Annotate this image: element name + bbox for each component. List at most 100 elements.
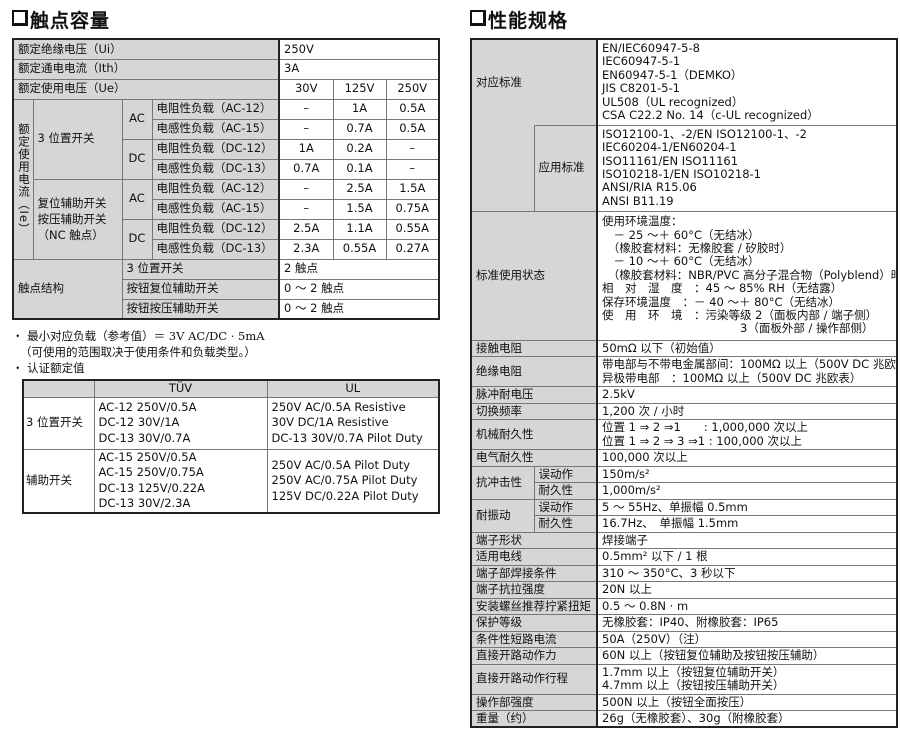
cert-header bbox=[22, 379, 95, 398]
ui-label: 额定绝缘电压（Ui） bbox=[12, 38, 280, 60]
cell-line: 位置 1 ⇒ 2 ⇒ 3 ⇒1 : 100,000 次以上 bbox=[602, 433, 803, 448]
env-value: 使用环境温度： － 25 ～＋ 60°C（无结冰） （橡胶套材料：无橡胶套 / … bbox=[596, 210, 898, 341]
standards-label-spacer bbox=[470, 125, 535, 212]
spec-label: 接触电阻 bbox=[470, 339, 598, 357]
switch-type: 3 位置开关 bbox=[32, 98, 123, 180]
standards-label: 对应标准 bbox=[470, 38, 598, 125]
current-value: 2.5A bbox=[332, 178, 387, 200]
current-value: 0.5A bbox=[385, 118, 440, 140]
load-type: 电感性负载（DC-13） bbox=[151, 158, 280, 180]
ul-rating: 250V AC/0.5A Resistive 30V DC/1A Resistiv… bbox=[266, 396, 440, 450]
table-row: 标准使用状态 使用环境温度： － 25 ～＋ 60°C（无结冰） （橡胶套材料：无… bbox=[470, 210, 898, 341]
cell-line: 50mΩ 以下（初始值） bbox=[602, 340, 721, 355]
spec-value: 16.7Hz、 单振幅 1.5mm bbox=[596, 515, 898, 533]
current-value: 2.5A bbox=[278, 218, 334, 240]
spec-label: 电气耐久性 bbox=[470, 449, 598, 467]
load-type: 电阻性负载（DC-12） bbox=[151, 218, 280, 240]
spec-value: 带电部与不带电金属部间：100MΩ 以上（500V DC 兆欧表） 异极带电部 ：… bbox=[596, 356, 898, 387]
table-row: 按钮按压辅助开关 0 ～ 2 触点 bbox=[13, 298, 440, 320]
standards-value: EN/IEC60947-5-8 IEC60947-5-1 EN60947-5-1（D… bbox=[596, 38, 898, 126]
table-row: 辅助开关 AC-15 250V/0.5A AC-15 250V/0.75A DC-13… bbox=[22, 448, 440, 514]
contact-capacity-table: 额定绝缘电压（Ui） 250V 额定通电电流（Ith） 3A 额定使用电压（Ue） 3… bbox=[12, 38, 441, 320]
cell-line: 焊接端子 bbox=[602, 532, 648, 547]
structure-value: 0 ～ 2 触点 bbox=[277, 278, 440, 300]
table-row: 电感性负载（AC-15） –0.7A 0.5A bbox=[13, 118, 440, 140]
cert-switch-type: 3 位置开关 bbox=[22, 396, 95, 450]
current-type-dc: DC bbox=[121, 218, 153, 260]
cell-line: 使用环境温度： bbox=[602, 214, 683, 229]
spec-label: 端子抗拉强度 bbox=[470, 581, 598, 599]
spec-title: 性能规格 bbox=[470, 6, 568, 33]
cell-line: DC-13 30V/0.7A Pilot Duty bbox=[271, 430, 423, 445]
cell-line: － 10 ～＋ 60°C（无结冰） bbox=[602, 254, 760, 269]
spec-value: 500N 以上（按钮全面按压） bbox=[596, 693, 898, 711]
voltage-header: 30V bbox=[278, 78, 334, 100]
cell-line: ANSI B11.19 bbox=[602, 193, 674, 208]
table-row: 触点结构 3 位置开关 2 触点 bbox=[12, 258, 440, 320]
spec-label: 耐振动 bbox=[470, 498, 535, 533]
note: ・ 最小对应负载（参考值）＝ 3V AC/DC · 5mA bbox=[12, 329, 265, 343]
table-row: 对应标准 EN/IEC60947-5-8 IEC60947-5-1 EN60947-5… bbox=[470, 38, 898, 126]
cell-line: （NC 触点） bbox=[37, 228, 104, 242]
current-value: 0.55A bbox=[385, 218, 440, 240]
capacity-title: 触点容量 bbox=[12, 6, 110, 33]
cell-line: EN/IEC60947-5-8 bbox=[602, 41, 700, 56]
switch-type: 复位辅助开关 按压辅助开关 （NC 触点） bbox=[32, 178, 123, 260]
table-row: 切换频率 1,200 次 / 小时 bbox=[470, 402, 898, 420]
tuv-rating: AC-12 250V/0.5A DC-12 30V/1A DC-13 30V/0.7… bbox=[93, 396, 268, 450]
spec-label: 脉冲耐电压 bbox=[470, 386, 598, 404]
spec-sublabel: 耐久性 bbox=[533, 515, 598, 533]
cert-header: UL bbox=[266, 379, 440, 398]
table-row: 适用电线 0.5mm² 以下 / 1 根 bbox=[470, 548, 898, 566]
current-type-ac: AC bbox=[121, 98, 153, 140]
table-row: 按钮复位辅助开关 0 ～ 2 触点 bbox=[13, 278, 440, 300]
spec-label: 条件性短路电流 bbox=[470, 630, 598, 648]
cell-line: 1,200 次 / 小时 bbox=[602, 403, 685, 418]
cell-line: DC-12 30V/1A bbox=[98, 415, 180, 430]
voltage-header: 125V bbox=[332, 78, 387, 100]
cell-line: 250V AC/0.5A Pilot Duty bbox=[271, 457, 411, 472]
current-value: 1.1A bbox=[332, 218, 387, 240]
load-type: 电阻性负载（AC-12） bbox=[151, 178, 280, 200]
spec-value: 1,000m/s² bbox=[596, 482, 898, 500]
cell-line: UL508（UL recognized） bbox=[602, 94, 744, 109]
current-value: – bbox=[385, 158, 440, 180]
table-row: 保护等级 无橡胶套：IP40、附橡胶套：IP65 bbox=[470, 614, 898, 632]
cell-line: AC-15 250V/0.75A bbox=[98, 465, 204, 480]
spec-sublabel: 误动作 bbox=[533, 498, 598, 516]
cell-line: 4.7mm 以上（按钮按压辅助开关） bbox=[602, 678, 785, 692]
cell-line: AC-12 250V/0.5A bbox=[98, 399, 197, 414]
app-standards-value: ISO12100-1、-2/EN ISO12100-1、-2 IEC60204-1… bbox=[596, 124, 898, 212]
rated-current-label: 额定使用电流（Ie） bbox=[12, 98, 34, 260]
table-row: 电感性负载（DC-13） 2.3A 0.55A 0.27A bbox=[13, 238, 440, 260]
table-row: 机械耐久性 位置 1 ⇒ 2 ⇒1 : 1,000,000 次以上 位置 1 ⇒ 2… bbox=[470, 419, 898, 450]
table-row: 电感性负载（DC-13） 0.7A 0.1A – bbox=[13, 158, 440, 180]
notes: ・ 最小对应负载（参考值）＝ 3V AC/DC · 5mA （可使用的范围取决于… bbox=[12, 328, 265, 376]
cell-line: 带电部与不带电金属部间：100MΩ 以上（500V DC 兆欧表） bbox=[602, 357, 897, 372]
cell-line: 100,000 次以上 bbox=[602, 450, 688, 465]
spec-value: 50mΩ 以下（初始值） bbox=[596, 339, 898, 357]
env-label: 标准使用状态 bbox=[470, 210, 598, 341]
current-value: – bbox=[278, 178, 334, 200]
spec-value: 100,000 次以上 bbox=[596, 449, 898, 467]
ui-value: 250V bbox=[277, 38, 440, 60]
ue-label: 额定使用电压（Ue） bbox=[12, 78, 280, 100]
cell-line: 使 用 环 境 ：污染等级 2（面板内部 / 端子侧） bbox=[602, 308, 878, 323]
cert-switch-type: 辅助开关 bbox=[22, 448, 95, 514]
current-type-dc: DC bbox=[121, 138, 153, 180]
cell-line: 125V DC/0.22A Pilot Duty bbox=[271, 488, 419, 503]
structure-type: 3 位置开关 bbox=[121, 258, 280, 280]
cell-line: 26g（无橡胶套）、30g（附橡胶套） bbox=[602, 710, 790, 725]
cell-line: 0.5 ～ 0.8N · m bbox=[602, 598, 689, 613]
load-type: 电感性负载（AC-15） bbox=[151, 198, 280, 220]
load-type: 电阻性负载（AC-12） bbox=[151, 98, 280, 120]
current-value: 0.5A bbox=[385, 98, 440, 120]
cell-line: 1.7mm 以上（按钮复位辅助开关） bbox=[602, 664, 785, 679]
cell-line: ISO12100-1、-2/EN ISO12100-1、-2 bbox=[602, 126, 807, 141]
structure-value: 0 ～ 2 触点 bbox=[277, 298, 440, 320]
table-row: 脉冲耐电压 2.5kV bbox=[470, 386, 898, 404]
current-value: 0.1A bbox=[332, 158, 387, 180]
spec-label: 抗冲击性 bbox=[470, 465, 535, 500]
spec-value: 位置 1 ⇒ 2 ⇒1 : 1,000,000 次以上 位置 1 ⇒ 2 ⇒ 3 … bbox=[596, 419, 898, 450]
current-value: 0.27A bbox=[385, 238, 440, 260]
